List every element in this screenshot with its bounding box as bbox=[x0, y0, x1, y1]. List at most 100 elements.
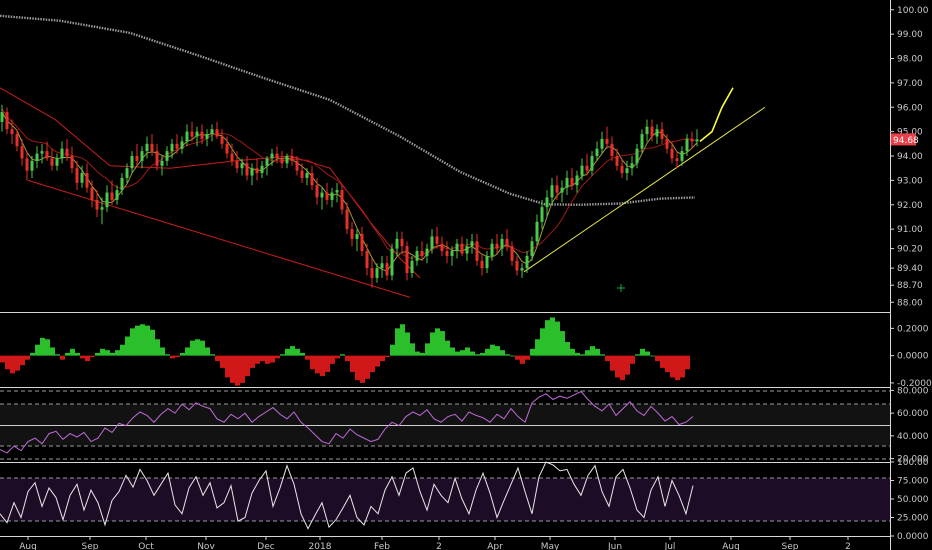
histogram-bar bbox=[270, 355, 275, 363]
histogram-bar bbox=[375, 355, 380, 367]
candle bbox=[150, 134, 154, 156]
x-tick-label: Dec bbox=[257, 542, 274, 550]
candle bbox=[320, 187, 324, 210]
candle bbox=[455, 238, 459, 259]
candle bbox=[310, 165, 314, 191]
histogram-bar bbox=[75, 352, 80, 356]
histogram-bar bbox=[125, 336, 130, 356]
y-tick-label: 0.0000 bbox=[897, 532, 929, 542]
y-tick-label: 94.00 bbox=[897, 152, 923, 162]
candle bbox=[280, 151, 284, 169]
histogram-bar bbox=[480, 352, 485, 356]
candle bbox=[415, 246, 419, 266]
histogram-bar bbox=[660, 355, 665, 368]
histogram-bar bbox=[80, 355, 85, 359]
histogram-bar bbox=[665, 355, 670, 372]
histogram-bar bbox=[60, 355, 65, 360]
histogram-bar bbox=[390, 344, 395, 356]
candle bbox=[155, 143, 159, 171]
histogram-bar bbox=[30, 352, 35, 356]
candle bbox=[360, 226, 364, 256]
candle bbox=[570, 168, 574, 191]
candle bbox=[410, 255, 414, 278]
candle bbox=[65, 138, 69, 161]
histogram-bar bbox=[355, 355, 360, 381]
candle bbox=[105, 185, 109, 213]
candle bbox=[525, 251, 529, 273]
histogram-bar bbox=[485, 348, 490, 356]
histogram-bar bbox=[320, 355, 325, 377]
x-tick-label: Sep bbox=[82, 542, 99, 550]
candle bbox=[210, 124, 214, 142]
histogram-bar bbox=[25, 355, 30, 360]
histogram-bar bbox=[35, 344, 40, 356]
y-tick-label: 60.000 bbox=[897, 409, 929, 419]
histogram-bar bbox=[180, 352, 185, 356]
histogram-bar bbox=[420, 352, 425, 356]
histogram-bar bbox=[550, 317, 555, 356]
candle bbox=[80, 165, 84, 188]
histogram-bar bbox=[190, 340, 195, 356]
histogram-bar bbox=[115, 350, 120, 356]
candle bbox=[645, 119, 649, 142]
candle bbox=[300, 163, 304, 183]
candle bbox=[350, 221, 354, 247]
histogram-bar bbox=[365, 355, 370, 379]
histogram-bar bbox=[385, 355, 390, 357]
histogram-bar bbox=[170, 355, 175, 359]
candle bbox=[485, 251, 489, 273]
histogram-bar bbox=[175, 355, 180, 357]
candle bbox=[185, 124, 189, 147]
candle bbox=[205, 129, 209, 147]
candle bbox=[545, 190, 549, 217]
histogram-bar bbox=[430, 332, 435, 356]
candle bbox=[505, 229, 509, 252]
histogram-bar bbox=[650, 355, 655, 357]
histogram-bar bbox=[295, 348, 300, 356]
histogram-bar bbox=[435, 328, 440, 356]
candle bbox=[475, 234, 479, 266]
y-tick-label: 96.00 bbox=[897, 103, 923, 113]
histogram-bar bbox=[565, 342, 570, 356]
histogram-bar bbox=[55, 354, 60, 356]
histogram-bar bbox=[105, 350, 110, 356]
candle bbox=[560, 180, 564, 203]
x-tick-label: Jun bbox=[607, 542, 622, 550]
y-tick-label: 0.0000 bbox=[897, 352, 929, 362]
stochastic-panel bbox=[0, 461, 694, 530]
histogram-bar bbox=[205, 347, 210, 356]
histogram-bar bbox=[15, 355, 20, 371]
histogram-bar bbox=[95, 352, 100, 356]
histogram-bar bbox=[645, 351, 650, 356]
candle bbox=[340, 185, 344, 215]
x-tick-label: Aug bbox=[722, 542, 740, 550]
histogram-bar bbox=[250, 355, 255, 368]
y-tick-label: 88.00 bbox=[897, 298, 923, 308]
histogram-bar bbox=[415, 351, 420, 356]
histogram-bar bbox=[85, 355, 90, 362]
histogram-bar bbox=[510, 355, 515, 357]
candle bbox=[125, 163, 129, 183]
candle bbox=[675, 151, 679, 169]
candle bbox=[170, 138, 174, 159]
candle bbox=[615, 148, 619, 171]
histogram-bar bbox=[475, 354, 480, 356]
candle bbox=[655, 124, 659, 144]
x-tick-label: 2018 bbox=[309, 542, 332, 550]
overlay-moving-average bbox=[0, 14, 696, 206]
histogram-bar bbox=[70, 348, 75, 356]
candle bbox=[120, 173, 124, 195]
histogram-bar bbox=[400, 324, 405, 356]
candle bbox=[10, 119, 14, 144]
candle bbox=[100, 197, 104, 225]
y-tick-label: 98.00 bbox=[897, 55, 923, 65]
candle bbox=[345, 202, 349, 234]
candle bbox=[50, 148, 54, 171]
histogram-bar bbox=[605, 355, 610, 362]
histogram-bar bbox=[600, 354, 605, 356]
candle bbox=[15, 129, 19, 152]
candle bbox=[225, 136, 229, 159]
y-tick-label: 89.40 bbox=[897, 264, 923, 274]
x-tick-label: May bbox=[541, 542, 560, 550]
